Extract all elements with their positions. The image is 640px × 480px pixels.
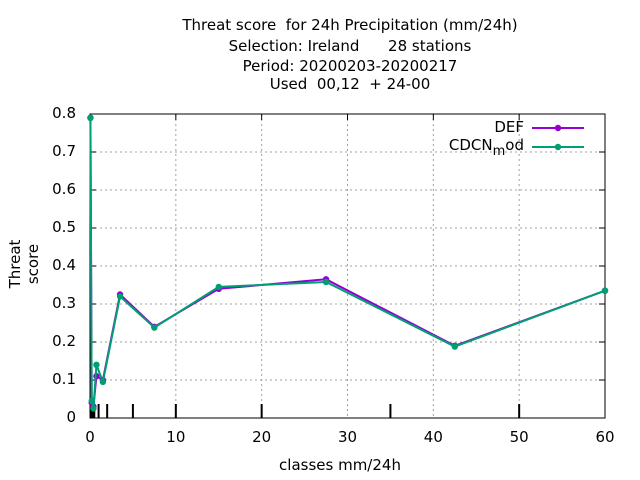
legend-marker-def: [554, 124, 562, 132]
y-tick-label: 0.2: [52, 332, 76, 350]
y-tick-label: 0.3: [52, 294, 76, 312]
data-point-cdcn: [99, 378, 107, 386]
x-tick-label: 50: [509, 428, 529, 446]
y-axis-label: Threat score: [6, 239, 42, 289]
legend-label-def: DEF: [494, 118, 524, 136]
data-point-cdcn: [88, 397, 95, 405]
title-line-2: Selection: Ireland 28 stations: [228, 37, 472, 55]
data-point-cdcn: [451, 343, 458, 350]
legend-label-cdcn: CDCNmod: [449, 136, 524, 159]
y-tick-label: 0.8: [52, 104, 76, 122]
x-tick-label: 40: [423, 428, 443, 446]
data-point-cdcn: [93, 361, 100, 368]
data-point-cdcn: [215, 283, 222, 291]
data-point-cdcn: [87, 114, 94, 122]
legend-cdcn-main: CDCN: [448, 136, 493, 154]
series-line-def: [89, 117, 606, 408]
data-point-cdcn: [116, 293, 124, 300]
title-line-1: Threat score for 24h Precipitation (mm/2…: [182, 16, 518, 34]
x-tick-label: 10: [166, 428, 186, 446]
legend-cdcn-tail: od: [505, 136, 524, 154]
x-tick-label: 60: [595, 428, 615, 446]
title-line-4: Used 00,12 + 24-00: [269, 75, 431, 93]
title-line-3: Period: 20200203-20200217: [242, 57, 458, 75]
x-tick-label: 0: [85, 428, 95, 446]
data-point-cdcn: [322, 278, 330, 286]
legend-marker-cdcn: [554, 143, 562, 151]
data-point-cdcn: [90, 405, 97, 412]
y-tick-label: 0.7: [52, 142, 76, 160]
y-tick-label: 0: [66, 408, 76, 426]
y-tick-label: 0.4: [52, 256, 76, 274]
y-tick-label: 0.6: [52, 180, 76, 198]
data-point-cdcn: [601, 287, 609, 294]
legend-cdcn-sub: m: [492, 144, 506, 159]
y-tick-label: 0.1: [52, 370, 76, 388]
x-tick-label: 20: [252, 428, 272, 446]
x-axis-label: classes mm/24h: [279, 456, 401, 474]
plot-border: [89, 113, 606, 419]
data-point-cdcn: [151, 324, 158, 331]
y-tick-label: 0.5: [52, 218, 76, 236]
x-tick-label: 30: [337, 428, 358, 446]
